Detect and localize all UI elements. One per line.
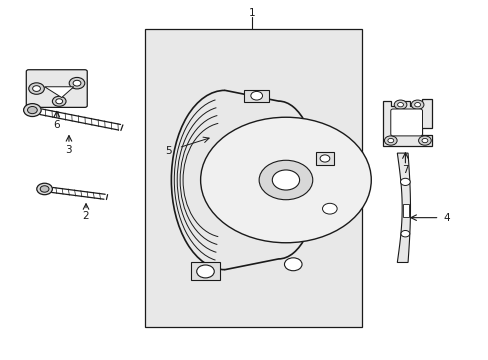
FancyBboxPatch shape [390, 109, 422, 136]
Circle shape [200, 117, 370, 243]
Circle shape [400, 178, 409, 185]
Text: 1: 1 [248, 8, 255, 18]
Circle shape [384, 136, 396, 145]
Bar [144, 30, 361, 327]
Circle shape [27, 107, 37, 114]
Circle shape [23, 104, 41, 117]
Polygon shape [44, 87, 74, 98]
Circle shape [69, 77, 84, 89]
Bar [190, 262, 220, 280]
Circle shape [272, 170, 299, 190]
Text: 3: 3 [65, 144, 72, 154]
Circle shape [33, 86, 41, 91]
Circle shape [397, 103, 403, 107]
Bar [316, 152, 333, 165]
Text: 6: 6 [53, 120, 60, 130]
Circle shape [322, 203, 336, 214]
Circle shape [29, 83, 44, 94]
Bar [403, 204, 408, 217]
Circle shape [52, 96, 66, 106]
Text: 5: 5 [165, 146, 172, 156]
Circle shape [418, 136, 430, 145]
Circle shape [40, 186, 49, 192]
Circle shape [400, 230, 409, 237]
Circle shape [387, 138, 393, 143]
FancyBboxPatch shape [26, 70, 87, 107]
Polygon shape [383, 99, 431, 146]
Text: 7: 7 [401, 165, 408, 175]
Circle shape [73, 80, 81, 86]
Circle shape [320, 155, 329, 162]
Text: 4: 4 [443, 213, 449, 222]
Polygon shape [397, 153, 409, 262]
Circle shape [196, 265, 214, 278]
Bar [244, 90, 268, 102]
Circle shape [56, 99, 62, 104]
Circle shape [37, 183, 52, 195]
Circle shape [410, 100, 423, 109]
Text: 2: 2 [82, 211, 89, 221]
Circle shape [393, 100, 406, 109]
Circle shape [414, 103, 420, 107]
Circle shape [421, 138, 427, 143]
Circle shape [284, 258, 302, 271]
Circle shape [250, 91, 262, 100]
Circle shape [259, 160, 312, 200]
